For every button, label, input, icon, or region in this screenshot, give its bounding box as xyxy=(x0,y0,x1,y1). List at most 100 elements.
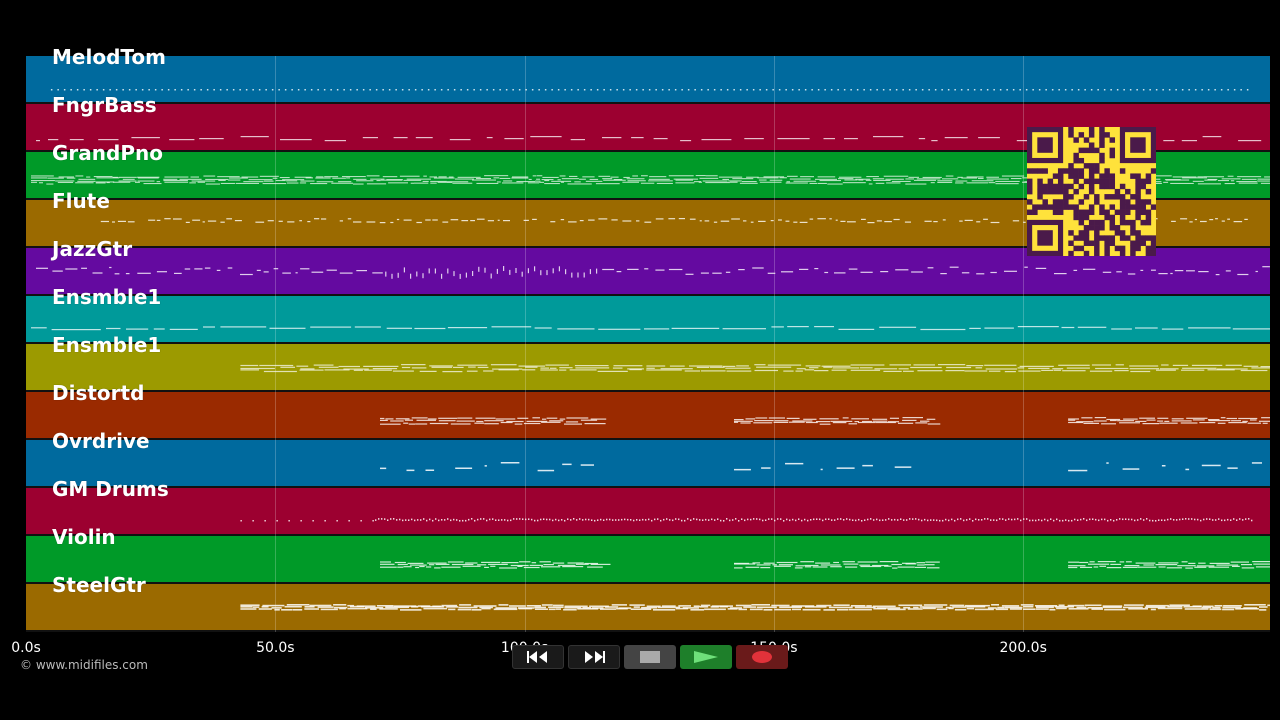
track-lane[interactable]: MelodTom xyxy=(26,45,1270,104)
note xyxy=(798,89,800,91)
note xyxy=(596,89,599,91)
note xyxy=(558,266,560,272)
note xyxy=(657,606,681,609)
note xyxy=(447,181,469,183)
note xyxy=(648,180,673,182)
note xyxy=(609,89,612,91)
stop-button[interactable] xyxy=(624,645,676,669)
note xyxy=(831,519,833,521)
play-button[interactable] xyxy=(680,645,732,669)
note xyxy=(1237,273,1249,276)
track-lane[interactable]: Violin xyxy=(26,525,1270,584)
note xyxy=(1188,327,1231,329)
note xyxy=(292,609,303,611)
note xyxy=(1230,519,1232,521)
note xyxy=(450,519,452,522)
note xyxy=(173,218,182,220)
note xyxy=(1199,422,1216,424)
note xyxy=(408,423,415,425)
track-lane[interactable]: Ensmble1 xyxy=(26,285,1270,344)
note xyxy=(564,423,582,425)
note xyxy=(1137,519,1139,521)
note xyxy=(1194,89,1197,91)
note xyxy=(966,365,984,367)
note xyxy=(741,181,757,183)
note xyxy=(31,181,37,183)
note xyxy=(548,608,556,611)
note xyxy=(122,178,135,180)
note xyxy=(227,267,233,269)
piano-roll[interactable]: MelodTom FngrBass GrandPno Flute JazzGtr Ensm… xyxy=(26,45,1270,632)
note xyxy=(778,219,782,221)
note xyxy=(949,266,959,268)
fast-forward-button[interactable] xyxy=(568,645,620,669)
track-lane[interactable]: GM Drums xyxy=(26,477,1270,536)
note xyxy=(390,420,404,422)
track-lane[interactable]: Distortd xyxy=(26,381,1270,440)
note xyxy=(699,606,709,608)
note xyxy=(942,519,944,522)
note xyxy=(763,176,785,178)
note xyxy=(1260,182,1270,184)
note xyxy=(495,418,516,420)
note xyxy=(100,220,109,223)
note xyxy=(613,365,643,367)
note xyxy=(396,519,398,521)
note xyxy=(704,220,710,222)
note xyxy=(1240,89,1242,91)
note xyxy=(1023,605,1034,608)
note xyxy=(642,89,644,91)
note xyxy=(548,606,564,608)
note xyxy=(550,221,556,223)
note xyxy=(660,519,662,522)
note xyxy=(401,364,426,366)
note xyxy=(76,89,79,91)
track-lane[interactable]: Ovrdrive xyxy=(26,429,1270,488)
track-lane[interactable]: SteelGtr xyxy=(26,573,1270,632)
note xyxy=(397,566,404,568)
note xyxy=(939,519,941,522)
note xyxy=(455,467,473,469)
note xyxy=(990,519,992,521)
note xyxy=(1207,369,1235,371)
note xyxy=(920,420,930,422)
note xyxy=(600,518,602,521)
note xyxy=(1091,608,1103,610)
note xyxy=(833,604,850,606)
note xyxy=(1116,271,1122,273)
note xyxy=(576,563,589,565)
track-lane[interactable]: FngrBass xyxy=(26,93,1270,152)
note xyxy=(820,564,841,566)
rewind-icon xyxy=(527,651,547,663)
note xyxy=(156,219,161,221)
note xyxy=(423,518,425,520)
rewind-button[interactable] xyxy=(512,645,564,669)
track-lane[interactable]: Ensmble1 xyxy=(26,333,1270,392)
note xyxy=(1091,364,1111,366)
note xyxy=(1212,606,1221,609)
note xyxy=(830,566,842,568)
note xyxy=(833,561,839,564)
note xyxy=(310,183,328,185)
note xyxy=(370,178,385,180)
note xyxy=(978,177,984,179)
record-button[interactable] xyxy=(736,645,788,669)
note xyxy=(203,326,215,328)
note xyxy=(194,268,203,270)
note xyxy=(1092,518,1094,520)
note xyxy=(252,520,254,522)
track-lane[interactable]: JazzGtr xyxy=(26,237,1270,296)
note xyxy=(1242,519,1244,521)
note xyxy=(1238,417,1258,420)
note xyxy=(1071,89,1073,91)
note xyxy=(286,604,310,606)
note xyxy=(204,267,211,269)
note xyxy=(964,219,973,221)
note xyxy=(834,272,846,274)
note xyxy=(879,561,899,563)
note xyxy=(1250,419,1257,421)
note xyxy=(240,606,253,608)
note xyxy=(681,89,683,91)
note xyxy=(681,519,683,522)
note xyxy=(1104,518,1106,521)
